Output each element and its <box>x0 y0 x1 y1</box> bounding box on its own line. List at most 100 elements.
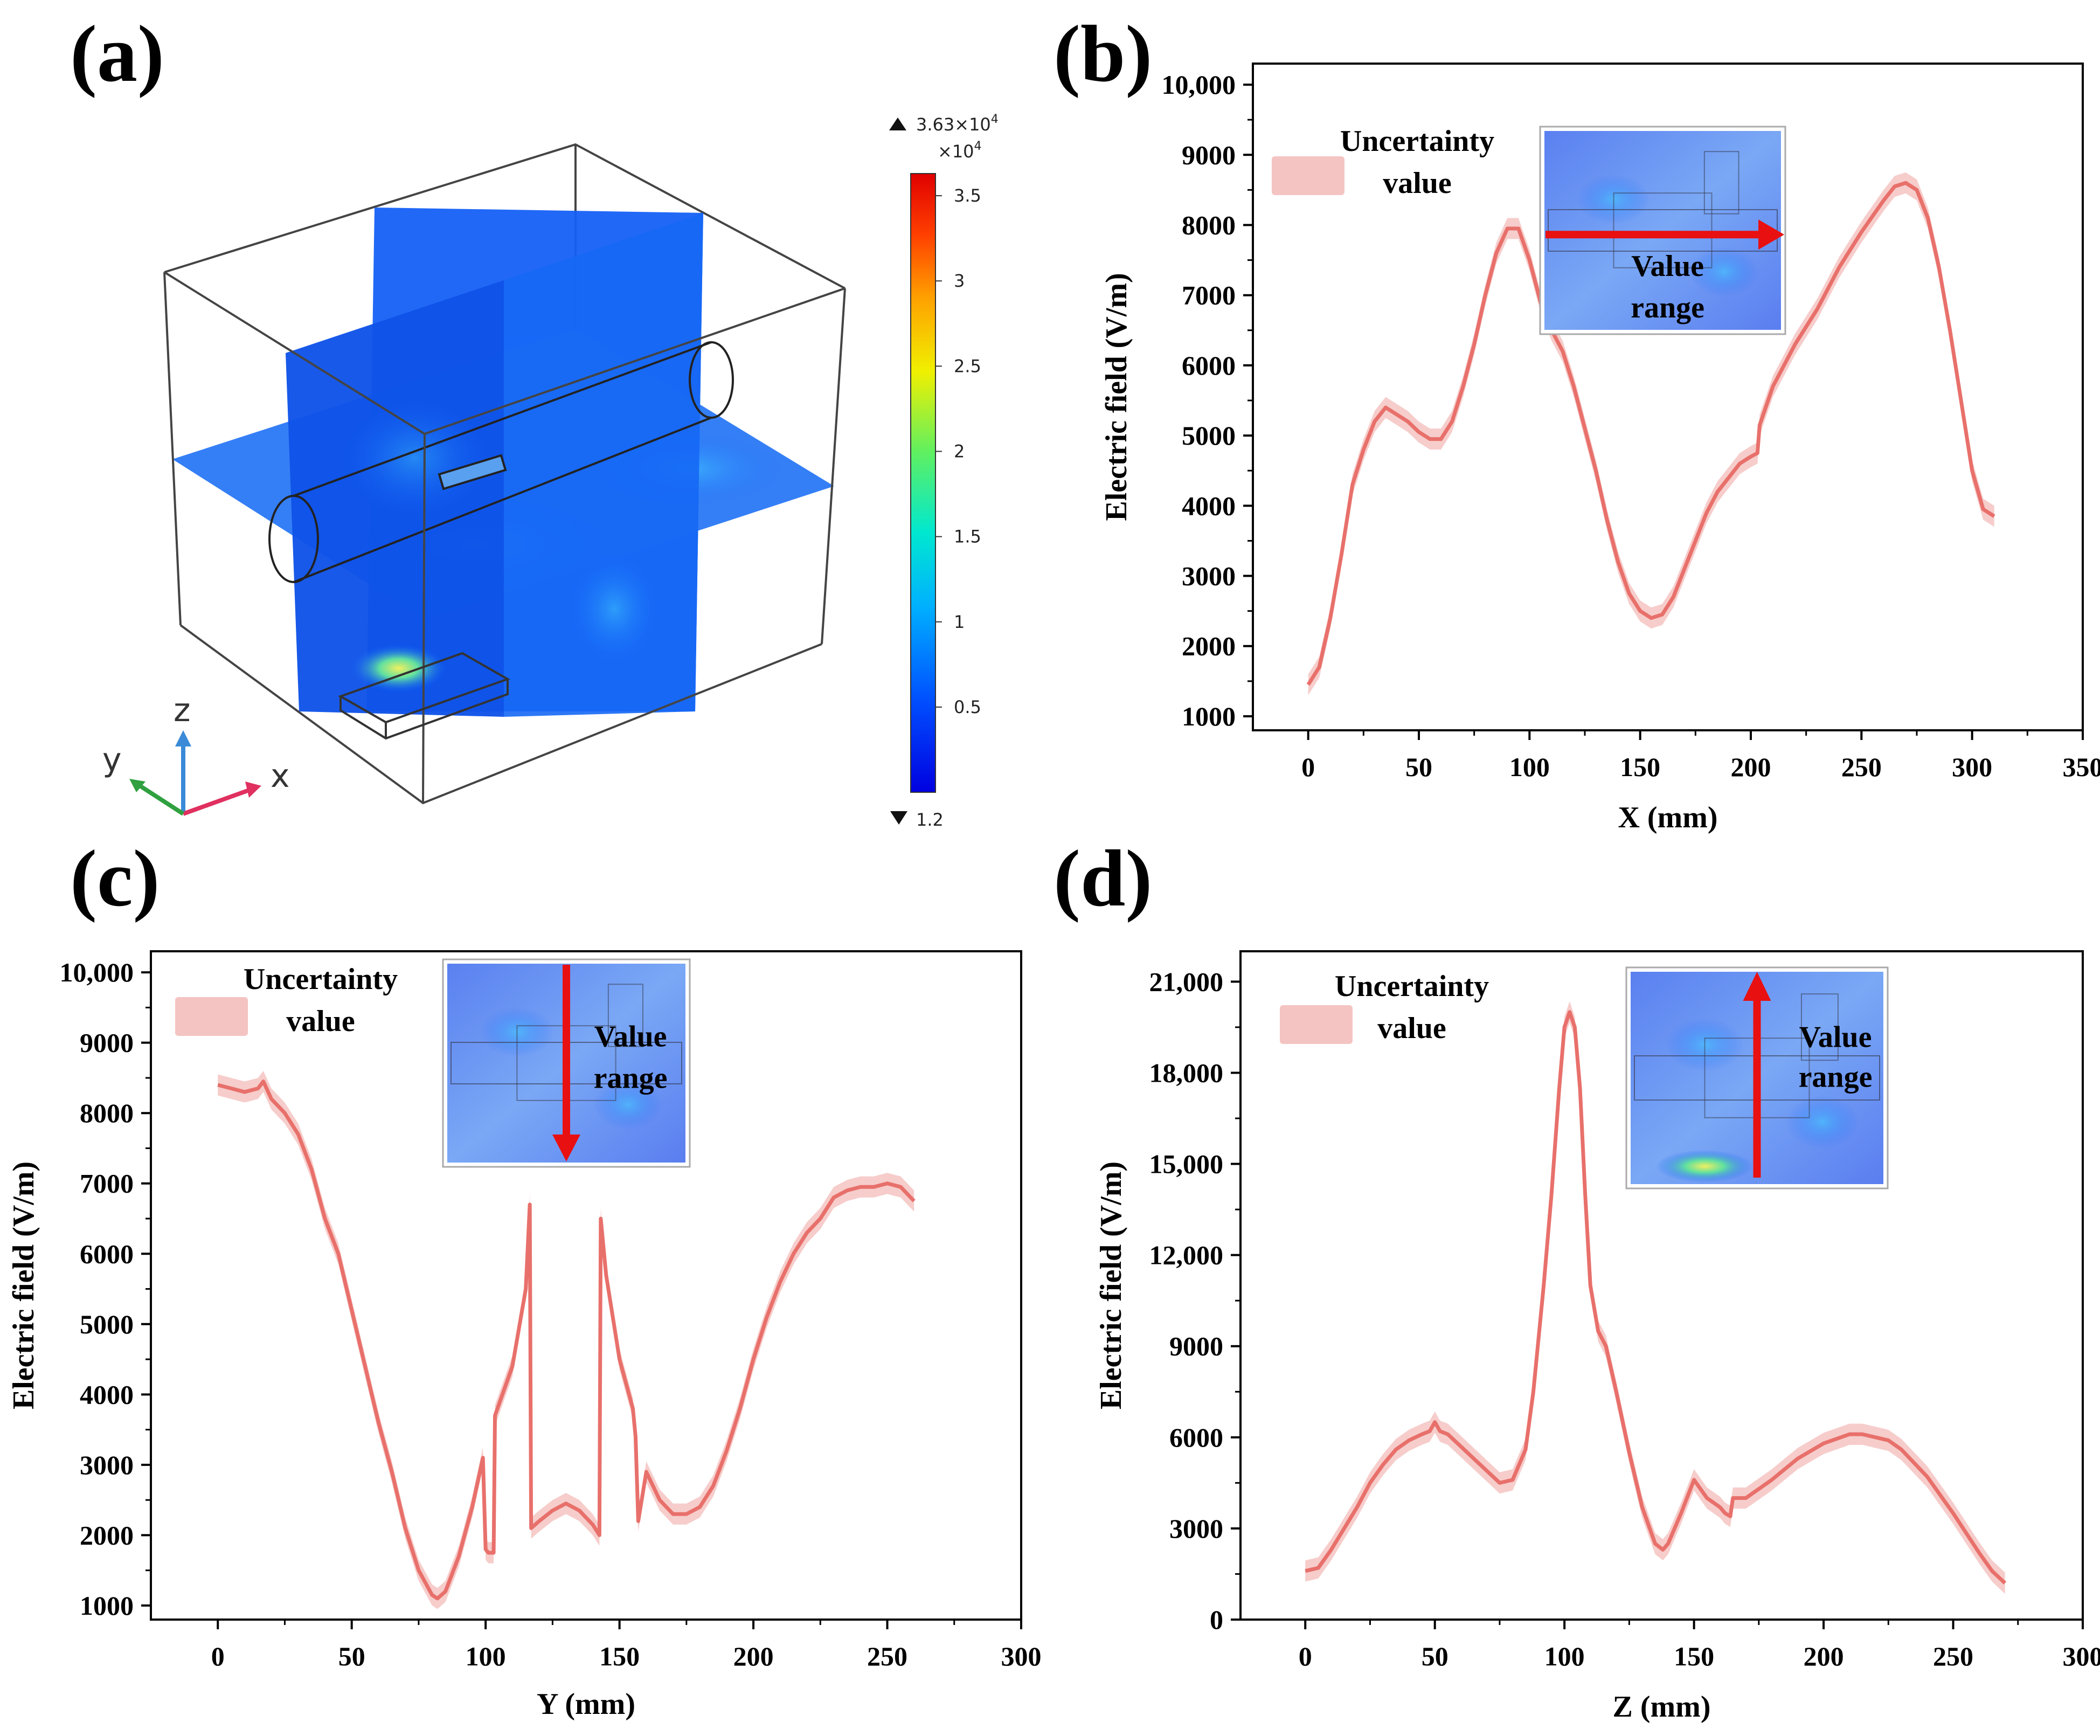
y-tick-label: 9000 <box>80 1028 134 1058</box>
y-tick-label: 6000 <box>80 1239 134 1269</box>
inset-outline <box>1800 993 1839 1061</box>
inset-label-line2: range <box>1799 1060 1873 1094</box>
x-tick-label: 300 <box>1952 752 1992 782</box>
plot-frame <box>1239 950 2084 1621</box>
y-tick-label: 1000 <box>80 1590 134 1621</box>
panel-d: (d) 0 50 100 150 200 250 300030006000900012,00… <box>1054 834 2100 1724</box>
legend-swatch <box>1272 156 1344 195</box>
y-tick-label: 6000 <box>1169 1422 1223 1453</box>
y-axis-title: Electric field (V/m) <box>1094 1161 1128 1409</box>
colorbar: 3.63×104 ×104 3.5 3 2.5 2 1.5 1 0.5 1.2 <box>889 113 999 830</box>
y-tick-label: 3000 <box>1169 1513 1223 1544</box>
y-tick-label: 7000 <box>1182 280 1236 310</box>
legend-label-line2: value <box>1377 1012 1446 1045</box>
legend-label-line1: Uncertainty <box>244 963 398 996</box>
colorbar-min-label: 1.2 <box>916 810 944 830</box>
x-tick-label: 200 <box>733 1641 774 1671</box>
inset-label-line2: range <box>1631 291 1704 324</box>
colorbar-tick-label: 2.5 <box>954 356 981 376</box>
panel-b-label: (b) <box>1054 9 1152 99</box>
inset-outline <box>607 984 643 1047</box>
legend-label-line1: Uncertainty <box>1340 125 1494 158</box>
inset-waveguide <box>1548 209 1778 252</box>
y-tick-label: 1000 <box>1182 701 1236 731</box>
panel-a-label: (a) <box>70 9 164 99</box>
colorbar-tick-label: 2 <box>954 441 965 462</box>
y-tick-label: 4000 <box>1182 490 1236 521</box>
x-tick-label: 300 <box>2063 1641 2100 1671</box>
uncertainty-band <box>1305 1001 2005 1594</box>
inset-label-line1: Value <box>1631 250 1704 283</box>
inset-field-map <box>1544 131 1781 330</box>
x-tick-label: 50 <box>338 1641 365 1671</box>
y-tick-label: 2000 <box>80 1520 134 1550</box>
y-tick-label: 9000 <box>1182 140 1236 170</box>
chart-b: 0 50 100 150 200 250 300 350 1000 2000 3000 4000 500… <box>1100 63 2100 834</box>
inset-blob <box>593 1080 663 1130</box>
y-tick-label: 6000 <box>1182 350 1236 381</box>
x-tick-label: 300 <box>1001 1641 1042 1671</box>
legend-label-line1: Uncertainty <box>1335 970 1489 1003</box>
colorbar-tick-label: 1 <box>954 612 965 632</box>
x-tick-label: 200 <box>1731 752 1771 782</box>
x-tick-label: 100 <box>466 1641 506 1671</box>
y-tick-label: 2000 <box>1182 631 1236 661</box>
inset-thumbnail: Value range <box>442 958 691 1168</box>
inset-thumbnail: Value range <box>1539 126 1786 335</box>
triad-z-label: z <box>174 691 191 729</box>
y-tick-label: 5000 <box>80 1309 134 1339</box>
chart-d: 0 50 100 150 200 250 300030006000900012,00015,… <box>1094 950 2100 1724</box>
legend-label-line2: value <box>1383 167 1452 200</box>
panel-d-label: (d) <box>1054 834 1152 923</box>
inset-blob <box>1689 247 1758 297</box>
y-axis-title: Electric field (V/m) <box>1100 273 1133 521</box>
waveguide-outline <box>268 341 734 583</box>
y-tick-label: 7000 <box>80 1168 134 1199</box>
y-tick-label: 21,000 <box>1149 966 1224 997</box>
series-line <box>1305 1010 2007 1585</box>
inset-label-line1: Value <box>594 1020 667 1054</box>
x-axis-title: Z (mm) <box>1613 1690 1711 1724</box>
inset-label-line2: range <box>594 1062 668 1095</box>
plot-frame <box>150 950 1022 1621</box>
simulation-render <box>163 143 846 805</box>
y-tick-label: 18,000 <box>1149 1057 1224 1088</box>
x-tick-label: 150 <box>599 1641 640 1671</box>
panel-a: (a) <box>70 9 999 830</box>
inset-outline <box>1703 151 1739 215</box>
y-tick-label: 3000 <box>80 1450 134 1480</box>
legend-label-line2: value <box>286 1005 355 1038</box>
arrow-head-icon <box>1758 219 1784 250</box>
triad-y-label: y <box>102 741 122 779</box>
x-tick-label: 0 <box>1299 1641 1312 1671</box>
inset-label-line1: Value <box>1799 1021 1872 1054</box>
y-tick-label: 10,000 <box>60 957 134 987</box>
x-tick-label: 250 <box>1933 1641 1973 1671</box>
max-marker-icon <box>889 117 906 130</box>
x-tick-label: 100 <box>1544 1641 1585 1671</box>
x-tick-label: 200 <box>1804 1641 1844 1671</box>
inset-outline <box>1613 192 1713 268</box>
arrow-head-icon <box>1743 972 1771 1001</box>
y-tick-label: 12,000 <box>1149 1240 1224 1270</box>
colorbar-tick-label: 3.5 <box>954 185 981 206</box>
chart-c: 0 50 100 150 200 250 300 1000 2000 3000 4000 5000 60… <box>7 950 1042 1721</box>
colorbar-scale-label: ×104 <box>938 140 982 162</box>
y-tick-label: 4000 <box>80 1379 134 1409</box>
x-axis-title: X (mm) <box>1618 801 1717 834</box>
panel-b: (b) 0 50 100 150 200 250 300 350 1000 2000 3000 400… <box>1054 9 2100 834</box>
inset-hotspot <box>1656 1150 1754 1182</box>
series-line <box>217 1079 916 1601</box>
min-marker-icon <box>890 811 907 825</box>
y-tick-label: 15,000 <box>1149 1149 1224 1179</box>
x-tick-label: 350 <box>2063 752 2100 782</box>
field-hotspot <box>350 644 447 693</box>
y-tick-label: 8000 <box>80 1098 134 1128</box>
x-tick-label: 100 <box>1509 752 1550 782</box>
x-tick-label: 250 <box>1841 752 1882 782</box>
y-tick-label: 10,000 <box>1162 70 1236 100</box>
port-box <box>338 652 510 740</box>
y-axis-title: Electric field (V/m) <box>7 1161 40 1409</box>
y-tick-label: 8000 <box>1182 210 1236 240</box>
inset-blob <box>1785 1095 1859 1149</box>
